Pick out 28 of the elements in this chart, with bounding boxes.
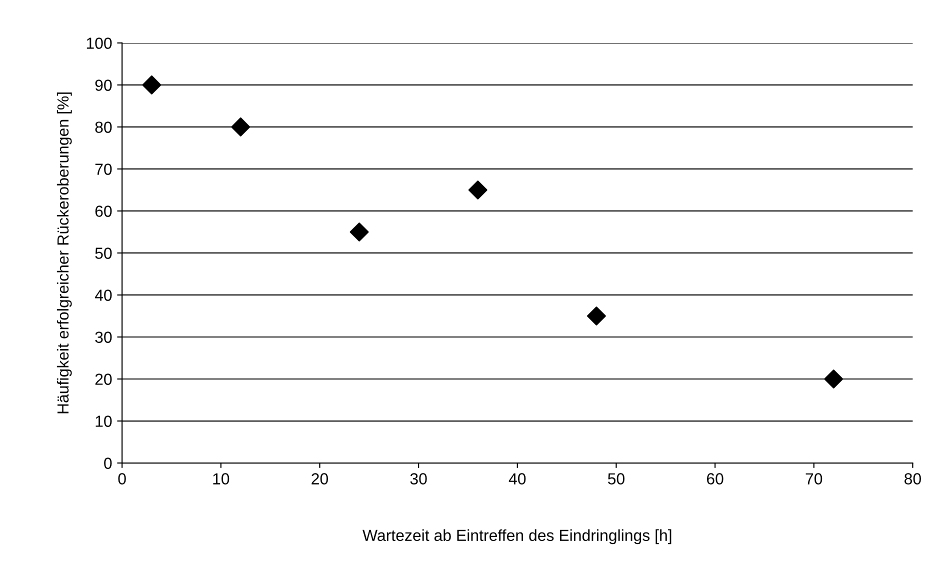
y-tick-label: 70: [95, 164, 112, 175]
y-tick-label: 10: [96, 416, 112, 427]
point: [586, 306, 606, 326]
y-axis-title: Häufigkeit erfolgreicher Rückeroberungen [%]: [56, 92, 72, 414]
point: [468, 180, 488, 200]
y-tick-label: 40: [94, 290, 112, 301]
y-tick-label: 90: [95, 80, 112, 91]
x-tick-label: 40: [508, 473, 526, 484]
x-tick-label: 50: [608, 473, 624, 484]
y-tick-label: 30: [95, 332, 112, 343]
x-tick-label: 10: [213, 473, 230, 484]
y-tick-label: 50: [95, 248, 112, 259]
y-tick-label: 80: [95, 122, 112, 133]
point: [231, 117, 250, 136]
x-tick-label: 60: [706, 473, 724, 484]
x-tick-label: 20: [312, 473, 328, 484]
x-axis-title: Wartezeit ab Eintreffen des Eindringlings [h]: [362, 529, 672, 544]
x-tick-label: 0: [118, 473, 126, 484]
x-tick-label: 70: [806, 473, 822, 484]
y-tick-label: 20: [95, 374, 112, 385]
x-tick-label: 30: [410, 473, 427, 484]
point: [350, 222, 369, 242]
point: [142, 75, 162, 94]
point: [824, 370, 844, 388]
y-tick-label: 100: [86, 38, 112, 49]
x-tick-label: 80: [904, 473, 921, 484]
y-tick-label: 0: [104, 458, 112, 469]
y-tick-label: 60: [95, 206, 112, 217]
